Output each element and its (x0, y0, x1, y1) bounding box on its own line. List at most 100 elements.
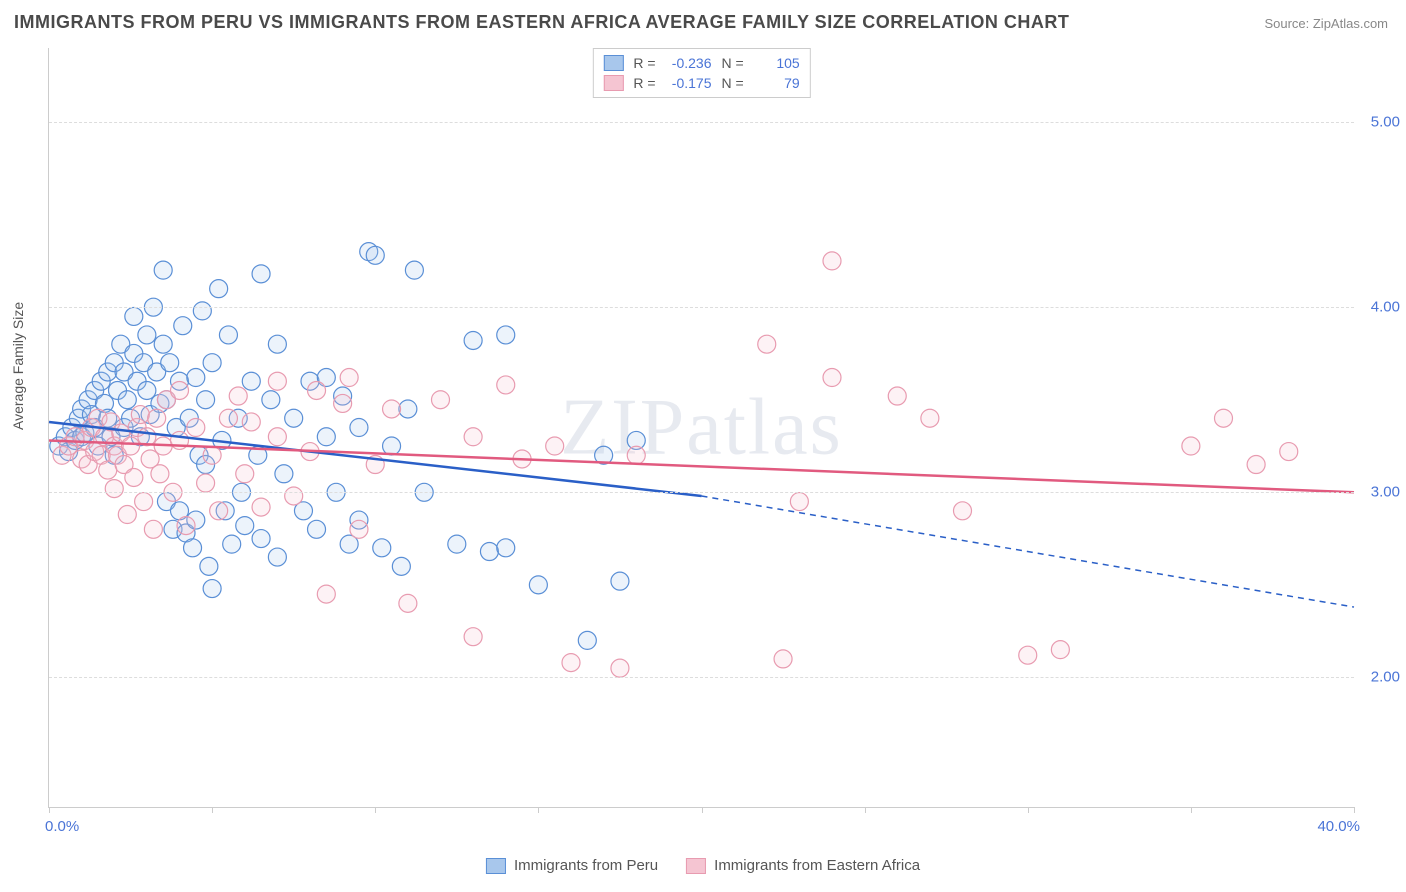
scatter-point (350, 419, 368, 437)
x-tick-mark (538, 807, 539, 813)
scatter-point (340, 369, 358, 387)
scatter-point (405, 261, 423, 279)
scatter-point (888, 387, 906, 405)
trend-line-dashed (702, 496, 1355, 607)
scatter-point (252, 498, 270, 516)
scatter-point (480, 543, 498, 561)
scatter-point (135, 493, 153, 511)
scatter-point (268, 548, 286, 566)
scatter-point (125, 468, 143, 486)
x-tick-mark (375, 807, 376, 813)
scatter-point (200, 557, 218, 575)
scatter-point (118, 506, 136, 524)
scatter-point (448, 535, 466, 553)
scatter-point (317, 428, 335, 446)
scatter-point (242, 372, 260, 390)
scatter-point (611, 572, 629, 590)
scatter-point (177, 517, 195, 535)
scatter-point (131, 406, 149, 424)
scatter-point (223, 535, 241, 553)
scatter-point (383, 437, 401, 455)
x-tick-mark (1191, 807, 1192, 813)
scatter-point (373, 539, 391, 557)
scatter-point (236, 465, 254, 483)
scatter-point (285, 487, 303, 505)
scatter-point (210, 280, 228, 298)
scatter-point (774, 650, 792, 668)
scatter-point (334, 394, 352, 412)
scatter-point (392, 557, 410, 575)
scatter-point (262, 391, 280, 409)
scatter-point (308, 520, 326, 538)
scatter-point (197, 474, 215, 492)
scatter-point (383, 400, 401, 418)
scatter-point (193, 302, 211, 320)
scatter-point (219, 409, 237, 427)
scatter-point (308, 381, 326, 399)
scatter-point (464, 428, 482, 446)
scatter-point (399, 594, 417, 612)
scatter-point (203, 354, 221, 372)
scatter-point (758, 335, 776, 353)
scatter-point (154, 335, 172, 353)
x-tick-min: 0.0% (45, 818, 79, 835)
scatter-point (242, 413, 260, 431)
scatter-point (611, 659, 629, 677)
scatter-point (954, 502, 972, 520)
chart-plot-area: ZIPatlas R = -0.236 N = 105 R = -0.175 N… (48, 48, 1354, 808)
scatter-point (546, 437, 564, 455)
scatter-point (317, 585, 335, 603)
scatter-point (252, 265, 270, 283)
x-tick-mark (49, 807, 50, 813)
scatter-point (562, 654, 580, 672)
scatter-point (275, 465, 293, 483)
scatter-point (144, 520, 162, 538)
scatter-point (229, 387, 247, 405)
scatter-point (399, 400, 417, 418)
scatter-point (497, 326, 515, 344)
x-tick-mark (865, 807, 866, 813)
scatter-point (921, 409, 939, 427)
scatter-point (823, 369, 841, 387)
gridline (49, 492, 1354, 493)
scatter-point (1280, 443, 1298, 461)
scatter-point (151, 465, 169, 483)
legend-swatch-peru (486, 858, 506, 874)
legend-item-peru: Immigrants from Peru (486, 857, 658, 874)
legend-label-peru: Immigrants from Peru (514, 857, 658, 874)
scatter-point (366, 246, 384, 264)
gridline (49, 677, 1354, 678)
scatter-point (203, 580, 221, 598)
scatter-point (350, 520, 368, 538)
chart-title: IMMIGRANTS FROM PERU VS IMMIGRANTS FROM … (14, 12, 1069, 33)
scatter-point (236, 517, 254, 535)
scatter-point (268, 372, 286, 390)
scatter-point (823, 252, 841, 270)
scatter-point (497, 376, 515, 394)
scatter-point (285, 409, 303, 427)
x-tick-mark (702, 807, 703, 813)
scatter-point (1247, 456, 1265, 474)
scatter-point (154, 261, 172, 279)
scatter-point (432, 391, 450, 409)
scatter-point (578, 631, 596, 649)
y-tick-label: 5.00 (1371, 114, 1400, 131)
scatter-point (203, 446, 221, 464)
scatter-point (148, 409, 166, 427)
x-tick-mark (1028, 807, 1029, 813)
legend-swatch-africa (686, 858, 706, 874)
scatter-point (187, 369, 205, 387)
scatter-point (125, 307, 143, 325)
scatter-point (122, 437, 140, 455)
scatter-point (1019, 646, 1037, 664)
scatter-point (187, 419, 205, 437)
scatter-point (464, 628, 482, 646)
y-tick-label: 4.00 (1371, 299, 1400, 316)
scatter-point (529, 576, 547, 594)
scatter-point (138, 326, 156, 344)
gridline (49, 307, 1354, 308)
scatter-point (171, 381, 189, 399)
scatter-point (1182, 437, 1200, 455)
source-credit: Source: ZipAtlas.com (1264, 16, 1388, 31)
scatter-point (1215, 409, 1233, 427)
